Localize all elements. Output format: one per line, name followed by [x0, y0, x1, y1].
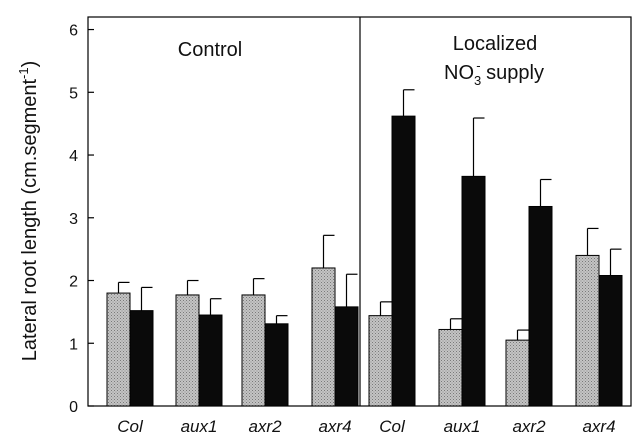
bar-control-axr4-series1 — [311, 267, 336, 407]
panel-title-control: Control — [178, 39, 242, 61]
bar-localized-col-series2 — [391, 115, 416, 407]
category-label-localized-axr4: axr4 — [582, 417, 615, 436]
y-tick-label-1: 1 — [69, 336, 78, 353]
panel-title-no3-supply: NO3- supply — [444, 58, 544, 88]
category-label-localized-axr2: axr2 — [512, 417, 546, 436]
y-axis-title: Lateral root length (cm.segment-1) — [16, 61, 41, 362]
bar-control-axr2-series2 — [264, 323, 289, 407]
bar-control-axr2-series1 — [241, 294, 266, 407]
y-tick-label-5: 5 — [69, 85, 78, 102]
category-label-control-axr4: axr4 — [318, 417, 351, 436]
bar-control-axr4-series2 — [334, 306, 359, 407]
category-label-control-aux1: aux1 — [181, 417, 218, 436]
panel-title-localized: Localized — [453, 33, 538, 55]
y-tick-label-3: 3 — [69, 211, 78, 228]
category-label-control-axr2: axr2 — [248, 417, 282, 436]
bar-localized-aux1-series1 — [438, 328, 463, 407]
y-tick-label-2: 2 — [69, 274, 78, 291]
category-label-control-col: Col — [117, 417, 144, 436]
bar-localized-axr4-series2 — [598, 274, 623, 407]
bar-localized-axr2-series2 — [528, 205, 553, 407]
category-label-localized-aux1: aux1 — [444, 417, 481, 436]
y-tick-label-0: 0 — [69, 399, 78, 416]
y-tick-label-6: 6 — [69, 23, 78, 40]
bar-control-aux1-series1 — [175, 294, 200, 407]
y-tick-label-4: 4 — [69, 148, 78, 165]
bar-localized-axr4-series1 — [575, 254, 600, 407]
bar-control-aux1-series2 — [198, 314, 223, 407]
bar-control-col-series1 — [106, 292, 131, 407]
bar-control-col-series2 — [129, 310, 154, 407]
bar-localized-aux1-series2 — [461, 175, 486, 407]
bar-localized-axr2-series1 — [505, 339, 530, 407]
bar-localized-col-series1 — [368, 315, 393, 407]
category-label-localized-col: Col — [379, 417, 406, 436]
